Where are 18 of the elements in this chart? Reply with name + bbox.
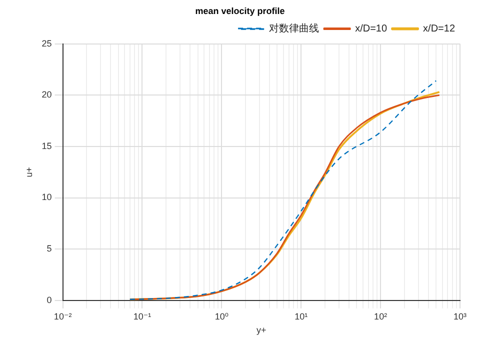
x-tick-label: 10⁻² [54, 311, 72, 322]
chart-title: mean velocity profile [195, 6, 285, 16]
y-tick-label: 5 [46, 244, 52, 254]
x-tick-label: 10⁻¹ [133, 311, 152, 322]
x-tick-label: 10⁰ [214, 311, 229, 322]
legend-label: 对数律曲线 [269, 22, 320, 35]
y-tick-label: 15 [42, 140, 52, 151]
y-tick-label: 25 [42, 38, 52, 48]
x-tick-label: 10¹ [294, 311, 308, 322]
legend-label: x/D=10 [355, 24, 388, 35]
y-axis-title: u+ [24, 166, 34, 178]
x-tick-label: 10³ [453, 311, 467, 322]
y-tick-label: 20 [42, 90, 52, 100]
x-axis-title: y+ [256, 325, 266, 336]
x-tick-label: 10² [374, 311, 388, 322]
y-tick-label: 10 [42, 192, 52, 202]
y-tick-label: 0 [46, 294, 52, 305]
legend-label: x/D=12 [423, 24, 456, 35]
